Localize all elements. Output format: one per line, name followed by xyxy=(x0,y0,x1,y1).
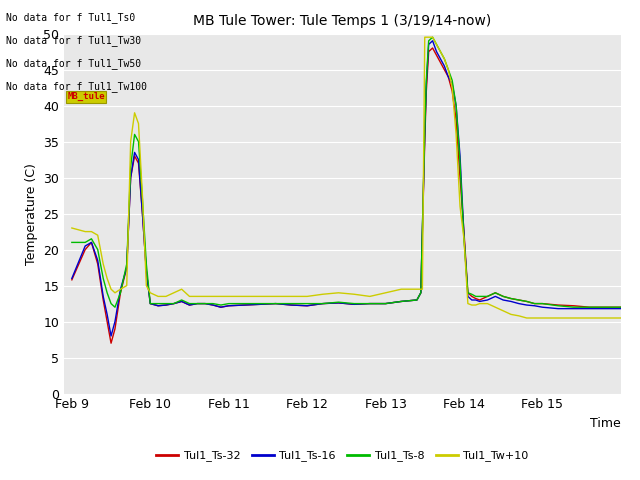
Tul1_Ts-16 xyxy=(617,306,625,312)
Tul1_Ts-8 xyxy=(538,300,546,306)
Tul1_Ts-32 xyxy=(531,300,538,306)
Tul1_Ts-32 xyxy=(484,293,492,300)
Tul1_Tw+10 xyxy=(139,192,147,199)
Line: Tul1_Ts-32: Tul1_Ts-32 xyxy=(72,48,621,343)
Line: Tul1_Ts-8: Tul1_Ts-8 xyxy=(72,37,621,307)
Tul1_Ts-32 xyxy=(460,228,468,234)
Text: No data for f Tul1_Tw30: No data for f Tul1_Tw30 xyxy=(6,35,141,46)
Text: No data for f Tul1_Ts0: No data for f Tul1_Ts0 xyxy=(6,12,136,23)
Tul1_Ts-32 xyxy=(108,340,115,346)
Tul1_Tw+10 xyxy=(68,225,76,231)
Tul1_Tw+10 xyxy=(601,315,609,321)
Tul1_Ts-32 xyxy=(617,304,625,310)
Tul1_Ts-8 xyxy=(429,34,436,40)
Tul1_Ts-16 xyxy=(554,306,562,312)
Tul1_Tw+10 xyxy=(419,286,426,292)
Tul1_Ts-32 xyxy=(68,277,76,283)
X-axis label: Time: Time xyxy=(590,417,621,430)
Tul1_Ts-8 xyxy=(449,77,456,84)
Tul1_Ts-8 xyxy=(554,303,562,309)
Tul1_Ts-8 xyxy=(484,293,492,300)
Tul1_Tw+10 xyxy=(421,34,429,40)
Tul1_Ts-16 xyxy=(108,333,115,339)
Text: No data for f Tul1_Tw50: No data for f Tul1_Tw50 xyxy=(6,58,141,69)
Tul1_Ts-8 xyxy=(460,236,468,241)
Legend: Tul1_Ts-32, Tul1_Ts-16, Tul1_Ts-8, Tul1_Tw+10: Tul1_Ts-32, Tul1_Ts-16, Tul1_Ts-8, Tul1_… xyxy=(152,446,533,466)
Tul1_Ts-32 xyxy=(449,88,456,94)
Line: Tul1_Ts-16: Tul1_Ts-16 xyxy=(72,41,621,336)
Tul1_Ts-16 xyxy=(460,232,468,238)
Tul1_Ts-16 xyxy=(429,38,436,44)
Text: No data for f Tul1_Tw100: No data for f Tul1_Tw100 xyxy=(6,81,147,92)
Title: MB Tule Tower: Tule Temps 1 (3/19/14-now): MB Tule Tower: Tule Temps 1 (3/19/14-now… xyxy=(193,14,492,28)
Y-axis label: Temperature (C): Temperature (C) xyxy=(24,163,38,264)
Tul1_Ts-8 xyxy=(111,304,119,310)
Tul1_Ts-8 xyxy=(617,304,625,310)
Tul1_Ts-32 xyxy=(538,300,546,306)
Tul1_Ts-32 xyxy=(429,45,436,51)
Tul1_Tw+10 xyxy=(617,315,625,321)
Tul1_Ts-16 xyxy=(449,81,456,87)
Tul1_Tw+10 xyxy=(131,110,138,116)
Tul1_Tw+10 xyxy=(523,315,531,321)
Tul1_Tw+10 xyxy=(468,302,476,308)
Tul1_Ts-16 xyxy=(484,297,492,303)
Tul1_Ts-32 xyxy=(554,302,562,308)
Tul1_Ts-8 xyxy=(531,300,538,306)
Tul1_Ts-16 xyxy=(531,303,538,309)
Tul1_Tw+10 xyxy=(103,276,111,281)
Tul1_Ts-16 xyxy=(538,304,546,310)
Tul1_Ts-16 xyxy=(68,276,76,281)
Tul1_Ts-8 xyxy=(68,240,76,245)
Text: MB_tule: MB_tule xyxy=(67,92,105,101)
Line: Tul1_Tw+10: Tul1_Tw+10 xyxy=(72,37,621,318)
